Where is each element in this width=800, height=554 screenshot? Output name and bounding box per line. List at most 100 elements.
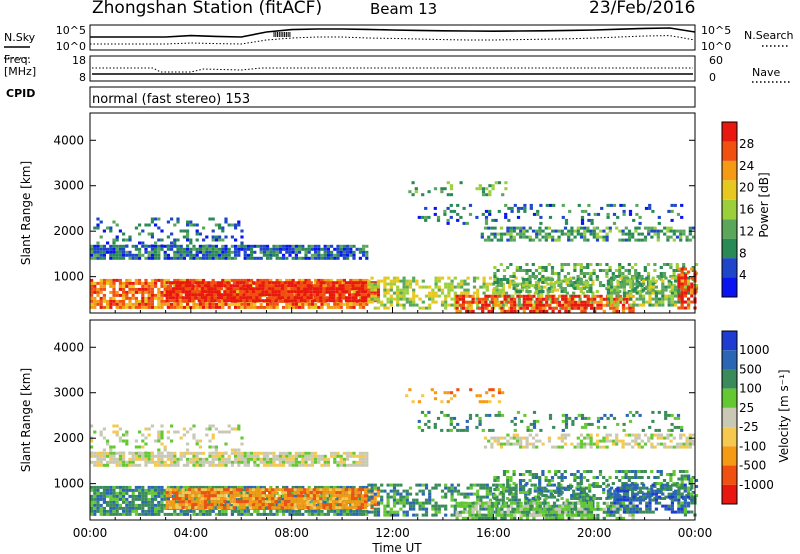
power-cell	[227, 253, 231, 257]
power-cell	[90, 302, 94, 306]
velocity-cell	[122, 457, 126, 461]
power-cell	[198, 232, 202, 236]
power-cell	[456, 285, 461, 289]
power-cell	[444, 282, 448, 286]
power-cell	[320, 302, 324, 306]
power-cell	[648, 282, 652, 286]
power-cell	[93, 305, 97, 309]
power-cell	[396, 279, 400, 283]
velocity-cell	[115, 500, 119, 504]
velocity-cell	[208, 424, 212, 428]
velocity-cell	[342, 457, 346, 461]
power-cell	[317, 250, 321, 254]
velocity-cell	[245, 488, 249, 492]
velocity-cell	[431, 504, 435, 508]
velocity-cell	[144, 488, 148, 492]
cpid-label: CPID	[6, 87, 36, 100]
velocity-cell	[178, 497, 182, 501]
power-cell	[122, 284, 126, 288]
power-cell	[211, 256, 215, 260]
power-cell	[516, 209, 521, 213]
velocity-cell	[211, 436, 215, 440]
power-cell	[198, 302, 202, 306]
power-cell	[589, 229, 593, 233]
power-cell	[341, 287, 345, 291]
power-cell	[277, 293, 281, 297]
velocity-cell	[226, 506, 230, 510]
power-cell	[396, 276, 400, 280]
power-cell	[624, 226, 628, 230]
velocity-cell	[282, 454, 286, 458]
power-cell	[661, 285, 665, 289]
velocity-cell	[112, 509, 116, 513]
velocity-cell	[444, 495, 448, 499]
velocity-cell	[453, 489, 457, 493]
power-cell	[635, 276, 639, 280]
velocity-cell	[262, 457, 266, 461]
velocity-cell	[396, 498, 400, 502]
velocity-cell	[181, 497, 185, 501]
power-cell	[509, 309, 514, 313]
velocity-cell	[102, 463, 106, 467]
velocity-cell	[255, 503, 259, 507]
power-cell	[412, 297, 416, 301]
velocity-cell	[200, 500, 204, 504]
power-cell	[115, 256, 119, 260]
velocity-cell	[211, 460, 215, 464]
power-cell	[493, 300, 498, 304]
power-cell	[424, 294, 429, 298]
velocity-cell	[144, 497, 148, 501]
power-cell	[580, 221, 585, 225]
velocity-cell	[93, 491, 97, 495]
power-cell	[141, 305, 145, 309]
power-cell	[178, 296, 182, 300]
velocity-cell	[357, 488, 361, 492]
velocity-cell	[128, 500, 132, 504]
velocity-cell	[383, 504, 387, 508]
power-cell	[275, 253, 279, 257]
velocity-cell	[186, 451, 190, 455]
velocity-cell	[307, 509, 311, 513]
power-cell	[449, 184, 454, 188]
power-cell	[567, 229, 571, 233]
power-cell	[237, 223, 241, 227]
power-cell	[629, 303, 633, 307]
power-cell	[99, 253, 103, 257]
power-cell	[200, 299, 204, 303]
velocity-cell	[364, 491, 368, 495]
power-cell	[224, 253, 228, 257]
velocity-cell	[237, 457, 241, 461]
velocity-cell	[418, 489, 422, 493]
power-cell	[538, 272, 542, 275]
power-cell	[672, 272, 676, 275]
velocity-cell	[354, 500, 358, 504]
velocity-cell	[330, 485, 334, 489]
power-cell	[512, 284, 516, 287]
velocity-cell	[248, 506, 252, 510]
velocity-cell	[214, 485, 218, 489]
velocity-cell	[349, 512, 353, 516]
power-cell	[325, 287, 329, 291]
power-cell	[605, 272, 609, 275]
velocity-cell	[396, 510, 400, 514]
power-cell	[213, 281, 217, 285]
power-cell	[316, 299, 320, 303]
velocity-cell	[268, 494, 272, 498]
power-cell	[466, 276, 470, 280]
power-cell	[224, 256, 228, 260]
power-cell	[510, 209, 514, 213]
velocity-cell	[284, 494, 288, 498]
power-cell	[564, 218, 569, 222]
velocity-cell	[179, 512, 183, 516]
velocity-cell	[301, 454, 305, 458]
power-cell	[551, 294, 555, 298]
velocity-cell	[131, 454, 135, 458]
power-cell	[496, 281, 500, 284]
velocity-cell	[237, 454, 241, 458]
power-cell	[627, 269, 631, 272]
power-cell	[168, 281, 172, 285]
power-cell	[125, 290, 129, 294]
power-cell	[658, 297, 662, 301]
power-cell	[496, 238, 500, 242]
power-cell	[596, 212, 601, 216]
